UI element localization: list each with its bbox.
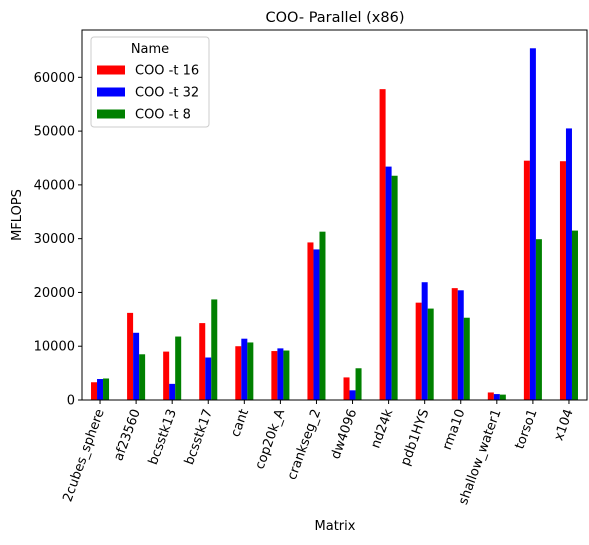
bar-torso1-COO-t32 [530,48,536,400]
bar-cant-COO-t16 [235,346,241,400]
bar-torso1-COO-t16 [524,161,530,400]
bar-cop20k_A-COO-t8 [283,351,289,400]
bar-nd24k-COO-t8 [392,176,398,400]
bar-pdb1HYS-COO-t8 [428,309,434,400]
bar-nd24k-COO-t16 [380,89,386,400]
bar-x104-COO-t8 [572,231,578,400]
legend-label: COO -t 32 [135,86,199,101]
bar-crankseg_2-COO-t32 [313,249,319,400]
bar-torso1-COO-t8 [536,239,542,400]
y-tick-label: 10000 [34,340,75,355]
bar-crankseg_2-COO-t8 [319,232,325,400]
bar-x104-COO-t16 [560,161,566,400]
bar-pdb1HYS-COO-t32 [422,282,428,400]
y-tick-label: 40000 [34,178,75,193]
bar-dw4096-COO-t8 [356,368,362,400]
bar-bcsstk17-COO-t8 [211,299,217,400]
bar-af23560-COO-t16 [127,313,133,400]
bar-rma10-COO-t8 [464,318,470,400]
bar-crankseg_2-COO-t16 [307,242,313,400]
bar-rma10-COO-t32 [458,290,464,400]
legend-swatch [97,110,125,119]
chart-title: COO- Parallel (x86) [266,10,405,26]
x-axis-label: Matrix [315,519,356,534]
bar-2cubes_sphere-COO-t8 [103,378,109,400]
bar-cop20k_A-COO-t32 [277,348,283,400]
bar-af23560-COO-t8 [139,354,145,400]
bar-shallow_water1-COO-t32 [494,394,500,400]
bar-rma10-COO-t16 [452,288,458,400]
legend-swatch [97,88,125,97]
bar-bcsstk13-COO-t8 [175,337,181,400]
bar-cant-COO-t32 [241,339,247,400]
y-axis-label: MFLOPS [10,189,25,241]
legend-title: Name [131,42,169,57]
bar-2cubes_sphere-COO-t16 [91,382,97,400]
bar-dw4096-COO-t16 [344,377,350,400]
bar-bcsstk17-COO-t16 [199,323,205,400]
bar-pdb1HYS-COO-t16 [416,303,422,400]
y-tick-label: 50000 [34,125,75,140]
legend-label: COO -t 8 [135,108,191,123]
bar-shallow_water1-COO-t8 [500,395,506,400]
legend: Name COO -t 16 COO -t 32 COO -t 8 [91,37,209,127]
bar-cant-COO-t8 [247,342,253,400]
bar-bcsstk13-COO-t16 [163,352,169,400]
bar-af23560-COO-t32 [133,333,139,400]
y-tick-label: 0 [67,394,75,409]
legend-items: COO -t 16 COO -t 32 COO -t 8 [97,64,199,123]
bar-bcsstk13-COO-t32 [169,384,175,400]
legend-label: COO -t 16 [135,64,199,79]
bar-shallow_water1-COO-t16 [488,392,494,400]
bar-nd24k-COO-t32 [386,167,392,400]
y-tick-label: 20000 [34,286,75,301]
legend-swatch [97,66,125,75]
bar-bcsstk17-COO-t32 [205,358,211,400]
y-tick-label: 60000 [34,71,75,86]
bar-dw4096-COO-t32 [350,390,356,400]
bar-2cubes_sphere-COO-t32 [97,379,103,400]
y-tick-label: 30000 [34,232,75,247]
bar-cop20k_A-COO-t16 [271,351,277,400]
bar-x104-COO-t32 [566,128,572,400]
